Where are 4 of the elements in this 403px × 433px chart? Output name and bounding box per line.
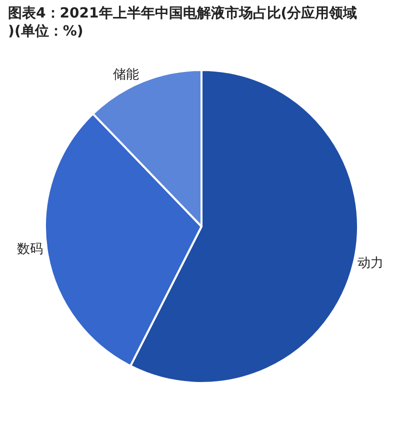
slice-label: 储能 — [113, 67, 140, 82]
chart-title: 图表4：2021年上半年中国电解液市场占比(分应用领域)(单位：%) — [8, 4, 358, 40]
slice-label: 数码 — [16, 242, 43, 258]
slice-label: 动力 — [357, 256, 384, 271]
